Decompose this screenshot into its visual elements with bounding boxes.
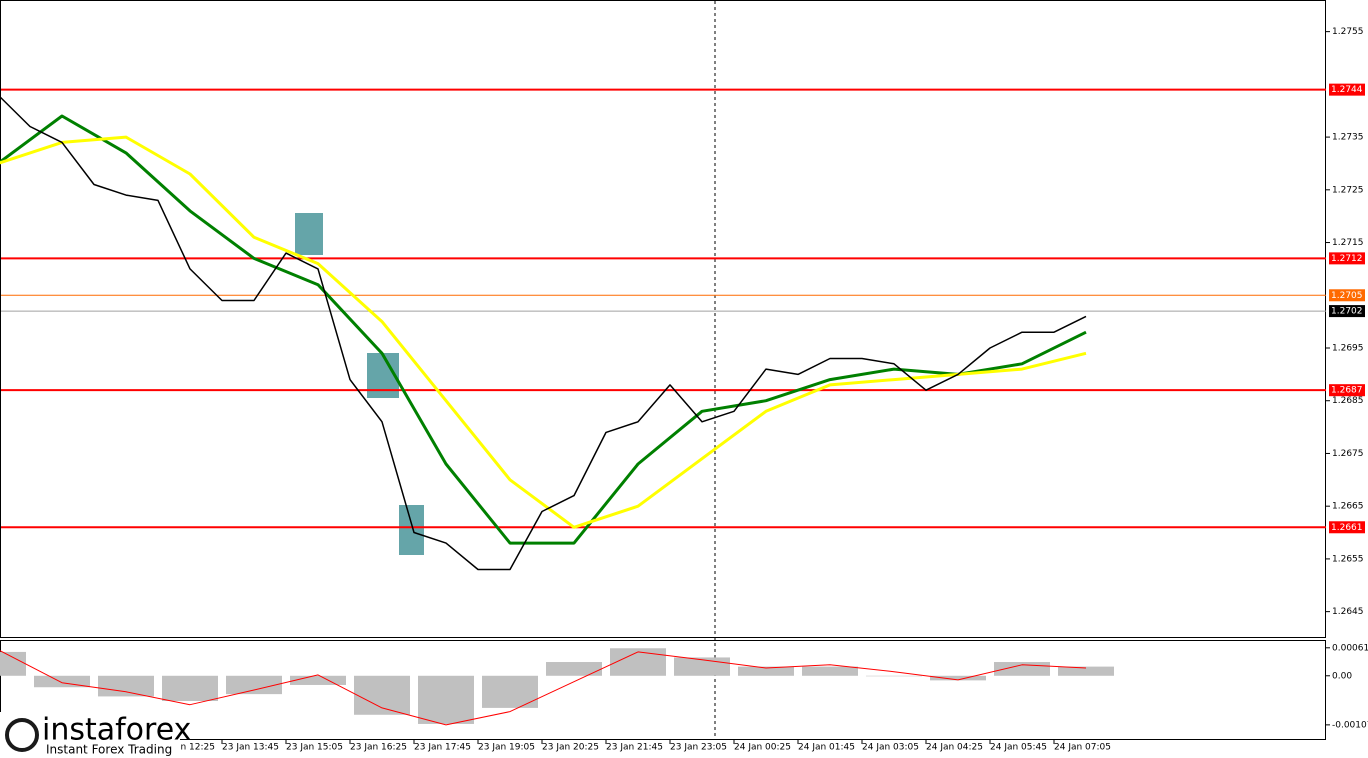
x-tick-label: 23 Jan 19:05 [478,743,535,753]
level-label: 1.2744 [1331,85,1363,95]
main-panel [0,0,1326,638]
y-tick-label: 1.2715 [1332,238,1364,248]
x-tick-label: 24 Jan 04:25 [926,743,983,753]
logo-icon [5,718,39,752]
logo: instaforex Instant Forex Trading [0,712,191,758]
macd-bar [930,675,986,681]
logo-bg [0,712,180,758]
y-tick-label: 1.2665 [1332,502,1364,512]
macd-bar [866,675,922,677]
macd-tick-label: -0.00107 [1332,720,1368,730]
y-tick-label: 1.2755 [1332,27,1364,37]
x-tick-label: 24 Jan 01:45 [798,743,855,753]
level-label-box [1329,521,1365,534]
macd-bar [418,675,474,724]
level-label: 1.2661 [1331,523,1363,533]
level-label: 1.2687 [1331,386,1363,396]
x-tick-label: 24 Jan 03:05 [862,743,919,753]
macd-bar [994,662,1050,676]
logo-tagline: Instant Forex Trading [46,743,172,757]
logo-name: instaforex [42,713,191,748]
macd-tick-label: 0.00061 [1332,643,1368,653]
y-tick-label: 1.2735 [1332,133,1364,143]
x-tick-label: 23 Jan 15:05 [286,743,343,753]
macd-bar [98,675,154,697]
macd-bar [1058,666,1114,676]
macd-bar [354,675,410,715]
level-label-box [1329,289,1365,302]
y-tick-label: 1.2675 [1332,449,1364,459]
macd-bar [226,675,282,695]
x-tick-label: 23 Jan 12:25 [158,743,215,753]
level-label-box [1329,305,1365,318]
level-label-box [1329,83,1365,96]
macd-tick-label: 0.00 [1332,671,1352,681]
x-tick-label: 24 Jan 05:45 [990,743,1047,753]
x-tick-label: 23 Jan 16:25 [350,743,407,753]
y-tick-label: 1.2695 [1332,344,1364,354]
moving-average [0,135,1087,529]
macd-signal [0,650,1087,726]
level-label-box [1329,384,1365,397]
x-tick-label: 23 Jan 21:45 [606,743,663,753]
macd-bar [162,675,218,702]
level-label-box [1329,252,1365,265]
y-tick-label: 1.2645 [1332,607,1364,617]
level-label: 1.2702 [1331,307,1363,317]
x-tick-label: 24 Jan 00:25 [734,743,791,753]
x-tick-label: 23 Jan 23:05 [670,743,727,753]
x-tick-label: 23 Jan 20:25 [542,743,599,753]
y-tick-label: 1.2725 [1332,185,1364,195]
y-tick-label: 1.2655 [1332,554,1364,564]
x-tick-label: 23 Jan 17:45 [414,743,471,753]
x-tick-label: 23 Jan 13:45 [222,743,279,753]
level-label: 1.2712 [1331,254,1363,264]
macd-bar [34,675,90,688]
x-tick-label: 24 Jan 07:05 [1054,743,1111,753]
macd-bar [0,651,26,676]
signal-box [399,505,424,555]
signal-box [295,213,323,255]
macd-bar [546,662,602,676]
level-label: 1.2705 [1331,291,1363,301]
macd-bar [610,648,666,676]
macd-bar [290,675,346,685]
macd-bar [482,675,538,708]
macd-bar [802,666,858,676]
y-tick-label: 1.2685 [1332,396,1364,406]
price-line [0,95,1087,571]
macd-bar [738,666,794,676]
moving-average [0,114,1087,545]
